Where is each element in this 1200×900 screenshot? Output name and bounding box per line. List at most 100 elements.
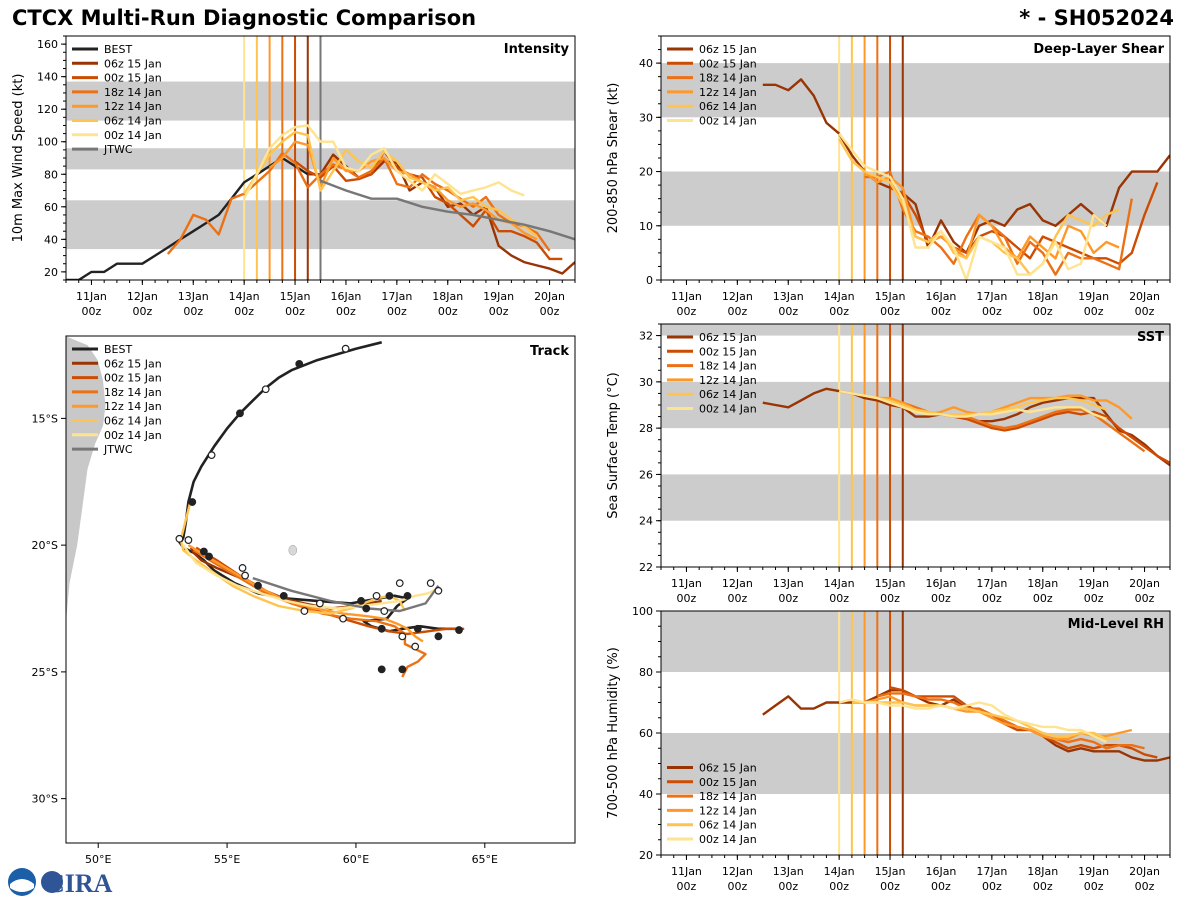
track-best-marker bbox=[238, 564, 247, 572]
sst-legend-label: 06z 14 Jan bbox=[699, 388, 757, 401]
track-plot-area bbox=[66, 336, 465, 678]
rh-band bbox=[661, 611, 1170, 672]
sst-ytick-label: 28 bbox=[639, 422, 653, 435]
rh-xtick-label: 00z bbox=[931, 880, 951, 893]
rh-xtick-label: 00z bbox=[1033, 880, 1053, 893]
track-best-marker bbox=[426, 579, 435, 588]
rh-series-00z-15-jan bbox=[889, 686, 1158, 759]
rh-ytick-label: 60 bbox=[639, 727, 653, 740]
rh-xtick-label: 19Jan bbox=[1078, 865, 1109, 878]
sst-xtick-label: 00z bbox=[829, 592, 849, 605]
track-best-marker bbox=[184, 536, 193, 544]
track-best-marker bbox=[380, 607, 389, 615]
rh-xtick-label: 00z bbox=[727, 880, 747, 893]
shear-xtick-label: 18Jan bbox=[1027, 290, 1058, 303]
intensity-legend-label: BEST bbox=[104, 43, 132, 56]
noaa-wave-icon bbox=[10, 879, 34, 892]
intensity-series-18z-14-jan bbox=[166, 151, 551, 255]
intensity-ylabel: 10m Max Wind Speed (kt) bbox=[11, 74, 26, 243]
intensity-panel: 20 40 60 80 100 120 140 160 11Jan 00z 12Jan 00z 13Ja… bbox=[11, 35, 576, 318]
logo-text: CIRA bbox=[46, 869, 113, 898]
rh-xtick-label: 00z bbox=[778, 880, 798, 893]
intensity-series-00z-14-jan bbox=[243, 124, 525, 200]
sst-ytick-label: 32 bbox=[639, 330, 653, 343]
sst-legend-label: 12z 14 Jan bbox=[699, 374, 757, 387]
rh-xtick-label: 17Jan bbox=[976, 865, 1007, 878]
intensity-legend-label: 06z 15 Jan bbox=[104, 57, 162, 70]
rh-xtick-label: 00z bbox=[1135, 880, 1155, 893]
rh-xtick-label: 00z bbox=[1084, 880, 1104, 893]
shear-legend-label: 06z 15 Jan bbox=[699, 43, 757, 56]
track-best-marker bbox=[377, 665, 386, 674]
track-best-marker bbox=[403, 591, 412, 600]
shear-ytick-label: 40 bbox=[639, 57, 653, 70]
track-series-18z-14-jan bbox=[192, 549, 427, 678]
track-best-marker bbox=[175, 534, 184, 543]
rh-legend-label: 18z 14 Jan bbox=[699, 790, 757, 803]
rh-legend-label: 12z 14 Jan bbox=[699, 804, 757, 817]
globe-icon bbox=[41, 871, 63, 893]
rh-legend-label: 00z 15 Jan bbox=[699, 776, 757, 789]
rh-ytick-label: 100 bbox=[632, 605, 653, 618]
track-best-marker bbox=[261, 385, 270, 394]
track-best-marker bbox=[279, 591, 288, 600]
sst-xtick-label: 17Jan bbox=[976, 577, 1007, 590]
intensity-series-jtwc bbox=[320, 179, 575, 241]
track-ytick-label: 15°S bbox=[32, 412, 58, 425]
cira-logo: CIRA bbox=[8, 868, 113, 898]
track-best-marker bbox=[357, 597, 365, 605]
shear-legend-label: 00z 15 Jan bbox=[699, 57, 757, 70]
track-ytick-label: 30°S bbox=[32, 793, 58, 806]
rh-xtick-label: 20Jan bbox=[1129, 865, 1160, 878]
shear-xtick-label: 00z bbox=[1084, 305, 1104, 318]
intensity-legend-label: 18z 14 Jan bbox=[104, 86, 162, 99]
sst-title: SST bbox=[1137, 330, 1164, 345]
intensity-xtick-label: 19Jan bbox=[483, 290, 514, 303]
shear-legend-label: 06z 14 Jan bbox=[699, 100, 757, 113]
sst-series-00z-14-jan bbox=[838, 389, 1107, 421]
track-legend-label: 06z 15 Jan bbox=[104, 357, 162, 370]
sst-legend-label: 18z 14 Jan bbox=[699, 360, 757, 373]
madagascar-landmass bbox=[66, 336, 107, 627]
intensity-xtick-label: 12Jan bbox=[127, 290, 158, 303]
shear-band bbox=[661, 63, 1170, 118]
shear-series-12z-14-jan bbox=[851, 159, 1120, 260]
sst-legend-label: 00z 15 Jan bbox=[699, 345, 757, 358]
mauritius-island bbox=[288, 544, 298, 556]
sst-xtick-label: 00z bbox=[880, 592, 900, 605]
rh-panel: 20 40 60 80 100 11Jan 00z 12Jan 00z 13Jan 00z 14Jan… bbox=[606, 605, 1171, 893]
sst-xtick-label: 13Jan bbox=[773, 577, 804, 590]
shear-legend-label: 00z 14 Jan bbox=[699, 115, 757, 128]
intensity-xtick-label: 18Jan bbox=[432, 290, 463, 303]
shear-xtick-label: 00z bbox=[1135, 305, 1155, 318]
intensity-xtick-label: 00z bbox=[336, 305, 356, 318]
intensity-ytick-label: 160 bbox=[37, 38, 58, 51]
sst-xtick-label: 00z bbox=[778, 592, 798, 605]
rh-series-06z-14-jan bbox=[851, 701, 1120, 741]
track-series-12z-14-jan bbox=[187, 544, 424, 643]
sst-xtick-label: 00z bbox=[931, 592, 951, 605]
track-legend-label: 00z 15 Jan bbox=[104, 372, 162, 385]
rh-series-00z-14-jan bbox=[838, 698, 1107, 744]
track-ytick-label: 25°S bbox=[32, 666, 58, 679]
track-legend-label: 06z 14 Jan bbox=[104, 415, 162, 428]
sst-ytick-label: 26 bbox=[639, 468, 653, 481]
track-best-marker bbox=[398, 665, 407, 674]
shear-ytick-label: 0 bbox=[646, 274, 653, 287]
rh-xtick-label: 00z bbox=[829, 880, 849, 893]
intensity-legend-label: JTWC bbox=[103, 143, 133, 156]
shear-xtick-label: 00z bbox=[727, 305, 747, 318]
shear-xtick-label: 00z bbox=[1033, 305, 1053, 318]
intensity-xtick-label: 15Jan bbox=[280, 290, 311, 303]
sst-band bbox=[661, 381, 1170, 429]
track-best-marker bbox=[207, 451, 216, 460]
intensity-plot-area bbox=[66, 36, 575, 280]
intensity-ytick-label: 140 bbox=[37, 71, 58, 84]
track-best-marker bbox=[377, 624, 386, 633]
rh-xtick-label: 15Jan bbox=[875, 865, 906, 878]
shear-ytick-label: 10 bbox=[639, 220, 653, 233]
intensity-xtick-label: 00z bbox=[234, 305, 254, 318]
intensity-legend-label: 06z 14 Jan bbox=[104, 115, 162, 128]
shear-xtick-label: 17Jan bbox=[976, 290, 1007, 303]
